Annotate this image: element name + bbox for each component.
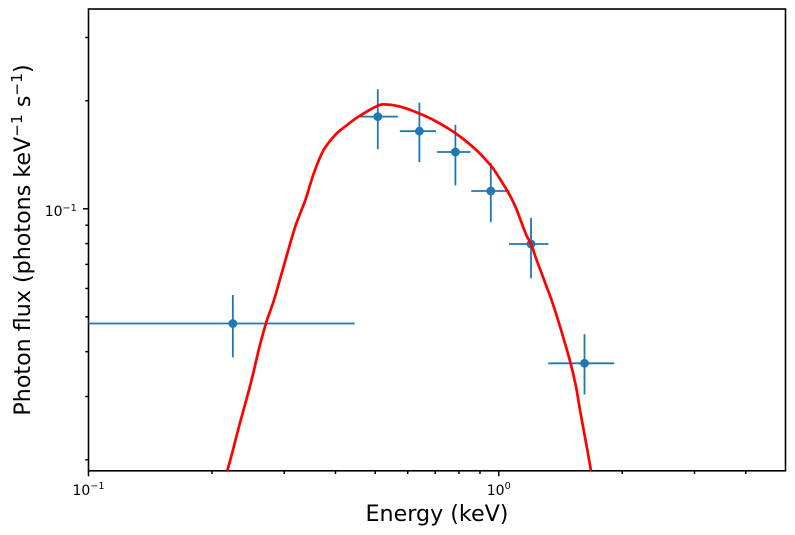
data-points-errorbars <box>88 89 615 395</box>
x-axis-label: Energy (keV) <box>365 501 509 528</box>
axis-ticks <box>83 36 747 477</box>
x-tick-label-1e0: 100 <box>486 481 511 499</box>
axes-frame <box>87 8 787 472</box>
x-tick-label-1e-1: 10−1 <box>72 481 105 499</box>
model-curve <box>225 103 593 472</box>
y-axis-label: Photon flux (photons keV−1 s−1) <box>7 64 36 416</box>
y-tick-label-1e-1: 10−1 <box>44 202 77 221</box>
